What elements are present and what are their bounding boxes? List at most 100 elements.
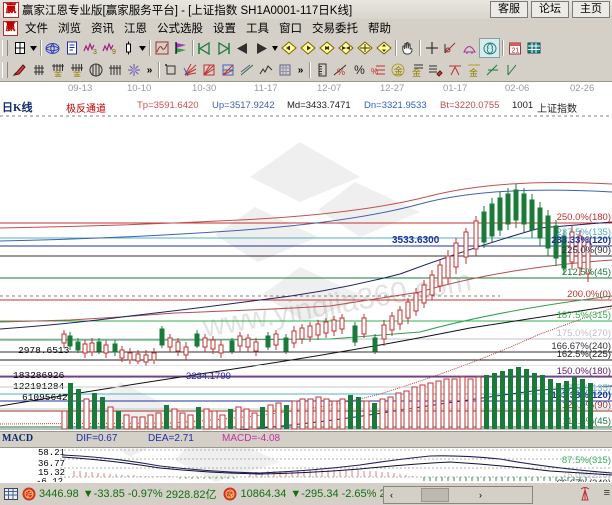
diamond-move-icon[interactable] (374, 39, 393, 57)
menu-item-window[interactable]: 窗口 (279, 23, 302, 35)
pattern-icon[interactable] (152, 39, 171, 57)
more-chevron2-icon[interactable]: » (297, 64, 304, 76)
toolbar-grip2[interactable] (2, 62, 8, 78)
menu-item-news[interactable]: 资讯 (91, 23, 114, 35)
diamond-right-icon[interactable] (298, 39, 317, 57)
end-icon[interactable] (502, 61, 521, 79)
trend-line-icon[interactable] (256, 61, 275, 79)
gann-level-label: 125.0%(90) (561, 400, 611, 411)
toolbar-separator7 (158, 62, 159, 78)
quote2-change: -295.34 (301, 488, 339, 500)
svg-text:金: 金 (73, 69, 81, 78)
chart-area[interactable]: www.yingjia360.com 09-13 10-10 10-30 11-… (0, 81, 612, 482)
scroll-right-arrow-icon[interactable]: › (479, 490, 482, 500)
toolbar-drawing: 金 金 » (0, 59, 612, 82)
half-line-icon[interactable] (483, 61, 502, 79)
next-icon[interactable] (252, 39, 271, 57)
gann-grid-icon[interactable] (29, 61, 48, 79)
crosshair-icon[interactable] (422, 39, 441, 57)
date-tick: 12-27 (380, 83, 405, 94)
calendar-icon[interactable]: 21 (505, 39, 524, 57)
macd-header: MACD DIF=0.67 DEA=2.71 MACD=-4.08 (0, 431, 612, 448)
customer-service-button[interactable]: 客服 (490, 1, 528, 18)
status-scrollbar[interactable]: ‹ › (383, 486, 533, 504)
homepage-button[interactable]: 主页 (572, 1, 610, 18)
macd-dea: DEA=2.71 (148, 433, 194, 444)
shenzhen-icon[interactable]: 深 (222, 487, 237, 502)
star-burst-icon[interactable] (124, 61, 143, 79)
more-chevron-icon[interactable]: » (146, 64, 153, 76)
pen-draw-icon[interactable] (10, 61, 29, 79)
grid-icon[interactable] (3, 487, 18, 502)
toolbar-primary: 3 9 (0, 37, 612, 60)
diamond-updown-icon[interactable] (317, 39, 336, 57)
macd-value: MACD=-4.08 (222, 433, 281, 444)
macd-axis-label: -6.12 (36, 477, 64, 482)
gold-circle-icon[interactable]: 金 (388, 61, 407, 79)
grid-table-icon[interactable] (524, 39, 543, 57)
diamond-expand-icon[interactable] (355, 39, 374, 57)
percent-line-icon[interactable]: % (369, 61, 388, 79)
gold-ratio-icon[interactable]: 金 (407, 61, 426, 79)
dropdown-arrow3-icon[interactable] (271, 39, 279, 57)
toolbar-separator3 (192, 40, 193, 56)
fan-grid-icon[interactable] (218, 61, 237, 79)
paint-brush-icon[interactable] (426, 61, 445, 79)
gann-angle-icon[interactable] (441, 39, 460, 57)
forum-button[interactable]: 论坛 (531, 1, 569, 18)
gann-lines-icon[interactable] (105, 61, 124, 79)
brain-icon[interactable] (479, 38, 500, 58)
diamond-compress-icon[interactable] (336, 39, 355, 57)
report-icon[interactable] (62, 39, 81, 57)
flag-color-icon[interactable] (171, 39, 190, 57)
gann-gold2-icon[interactable]: 金 (67, 61, 86, 79)
toolbar-grip[interactable] (2, 40, 8, 56)
fan-box-icon[interactable] (199, 61, 218, 79)
angle-line-icon[interactable] (237, 61, 256, 79)
shanghai-icon[interactable]: 沪 (21, 487, 36, 502)
window-title: 赢家江恩专业版[赢家服务平台] - [上证指数 SH1A0001-117日K线] (22, 4, 353, 17)
menu-item-settings[interactable]: 设置 (213, 23, 236, 35)
menu-item-tools[interactable]: 工具 (246, 23, 269, 35)
gann-fan-icon[interactable] (460, 39, 479, 57)
retrace-icon[interactable] (445, 61, 464, 79)
menu-item-gann[interactable]: 江恩 (124, 23, 147, 35)
grid-net-icon[interactable] (275, 61, 294, 79)
gold-section-icon[interactable]: 金 (464, 61, 483, 79)
indicator-up: Up=3517.9242 (212, 100, 275, 111)
dropdown-arrow2-icon[interactable] (138, 39, 147, 57)
hand-pan-icon[interactable] (398, 39, 417, 57)
percent-icon[interactable]: % (354, 63, 365, 77)
scroll-thumb[interactable] (421, 488, 449, 502)
gann-level-label: 150.0%(180) (556, 366, 611, 377)
diamond-left-icon[interactable] (279, 39, 298, 57)
gann-gold-icon[interactable]: 金 (48, 61, 67, 79)
menu-item-formula-stock-pick[interactable]: 公式选股 (157, 23, 203, 35)
toolbar-separator2 (149, 40, 150, 56)
menu-item-browse[interactable]: 浏览 (58, 23, 81, 35)
percent-fan-icon[interactable]: % (331, 61, 350, 79)
menu-item-help[interactable]: 帮助 (368, 23, 391, 35)
fan-lines-icon[interactable] (180, 61, 199, 79)
price-annotation-mid: 3234.1799 (186, 371, 231, 382)
last-page-icon[interactable] (214, 39, 233, 57)
indicator-k3-icon[interactable]: 3 (81, 39, 100, 57)
menu-item-file[interactable]: 文件 (25, 23, 48, 35)
candle-icon[interactable] (119, 39, 138, 57)
network-globe-icon[interactable] (43, 39, 62, 57)
date-tick: 11-17 (254, 83, 278, 94)
antenna-icon[interactable] (577, 486, 592, 501)
dropdown-arrow-icon[interactable] (29, 39, 38, 57)
macd-axis-label: 15.32 (38, 468, 66, 478)
menu-item-trade-order[interactable]: 交易委托 (312, 23, 358, 35)
first-page-icon[interactable] (195, 39, 214, 57)
indicator-k9-icon[interactable]: 9 (100, 39, 119, 57)
period-day-icon[interactable] (10, 39, 29, 57)
gann-circle-icon[interactable] (86, 61, 105, 79)
prev-icon[interactable] (233, 39, 252, 57)
box-select-icon[interactable] (161, 61, 180, 79)
quote2-percent: -2.65% (341, 488, 377, 500)
ruler-icon[interactable] (312, 61, 331, 79)
scroll-left-arrow-icon[interactable]: ‹ (390, 490, 393, 500)
status-right-text: ≡ (603, 487, 610, 499)
